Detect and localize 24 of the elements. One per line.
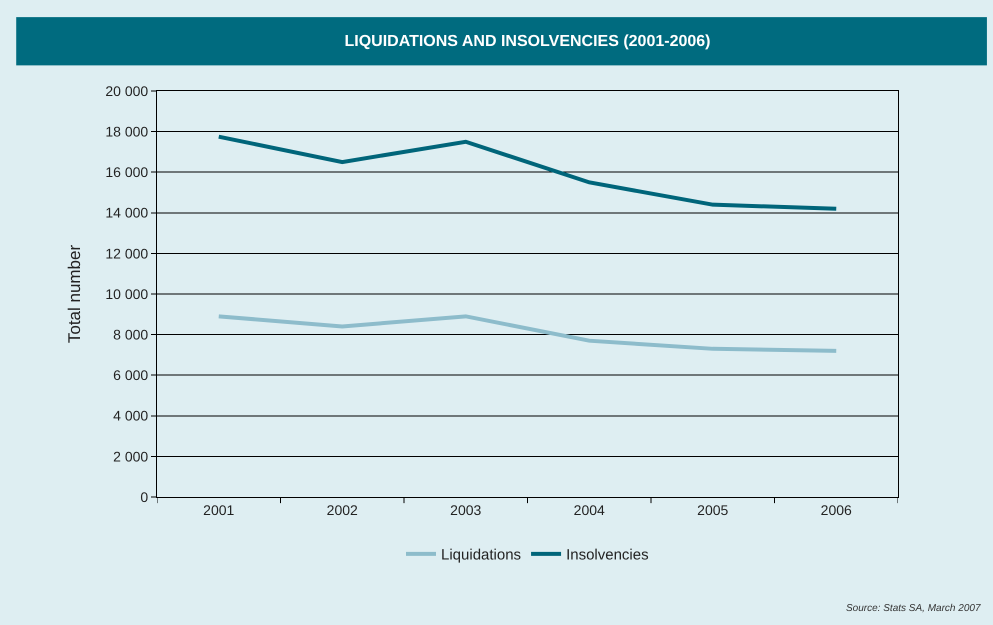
line-series [216,134,838,211]
source-note: Source: Stats SA, March 2007 [846,603,981,614]
x-tick-label: 2004 [574,502,606,518]
y-tick-label: 2 000 [113,448,148,464]
y-tick-label: 10 000 [105,286,148,302]
y-tick-label: 14 000 [105,204,148,221]
y-tick-label: 0 [140,488,148,505]
y-tick-label: 12 000 [105,245,148,262]
y-tick-label: 6 000 [113,367,148,384]
y-tick-label: 8 000 [113,326,148,342]
x-tick-label: 2001 [203,502,235,518]
line-series [216,314,838,353]
y-tick-label: 18 000 [105,124,148,140]
y-tick-label: 16 000 [105,164,148,180]
chart-title: LIQUIDATIONS AND INSOLVENCIES (2001-2006) [344,33,710,50]
x-tick-label: 2003 [450,502,482,518]
y-tick-label: 4 000 [113,408,148,424]
y-tick-label: 20 000 [105,82,148,99]
x-tick-label: 2002 [326,502,358,518]
x-tick-label: 2005 [697,502,729,518]
x-tick-label: 2006 [820,502,852,518]
legend-label: Insolvencies [566,546,649,564]
legend-label: Liquidations [441,546,522,564]
y-axis-title: Total number [64,244,84,344]
